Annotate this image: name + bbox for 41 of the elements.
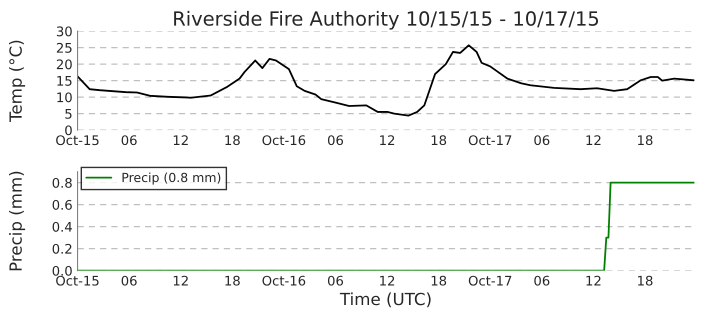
chart-title: Riverside Fire Authority 10/15/15 - 10/17/15 <box>174 10 598 30</box>
x-tick-label: 12 <box>586 276 600 286</box>
x-tick-label: Oct-17 <box>468 276 512 286</box>
x-tick-label: Oct-16 <box>262 276 306 286</box>
y-tick-label: 0.0 <box>52 266 72 276</box>
y-tick-label: 30 <box>56 26 72 36</box>
y-tick-label: 15 <box>57 76 72 86</box>
x-tick-label: 18 <box>638 276 652 286</box>
x-tick-label: 06 <box>122 276 137 286</box>
x-tick-label: 12 <box>380 276 394 286</box>
x-tick-label: 06 <box>534 135 550 146</box>
y-tick-label: 0 <box>65 125 72 136</box>
x-tick-label: Oct-15 <box>56 276 99 286</box>
y-tick-label: 0.4 <box>52 222 72 232</box>
x-tick-label: 12 <box>586 135 600 145</box>
legend-label: Precip (0.8 mm) <box>122 172 220 185</box>
x-tick-label: 12 <box>174 135 188 145</box>
y-axis-title: Temp (°C) <box>9 40 26 122</box>
x-tick-label: Oct-17 <box>468 135 512 146</box>
x-tick-label: Oct-16 <box>262 135 306 146</box>
x-tick-label: 18 <box>225 135 240 146</box>
y-tick-label: 0.6 <box>52 200 72 210</box>
y-tick-label: 20 <box>56 59 72 70</box>
x-tick-label: 12 <box>174 276 188 286</box>
y-tick-label: 5 <box>65 109 72 119</box>
x-axis-title: Time (UTC) <box>340 292 431 308</box>
y-tick-label: 0.8 <box>52 178 72 188</box>
y-axis-title: Precip (mm) <box>8 172 26 270</box>
x-tick-label: 06 <box>534 276 550 286</box>
x-tick-label: 06 <box>122 135 137 146</box>
y-tick-label: 25 <box>56 42 72 53</box>
x-tick-label: 18 <box>225 276 240 286</box>
y-tick-label: 10 <box>57 92 72 102</box>
y-tick-label: 0.2 <box>52 244 72 254</box>
x-tick-label: 18 <box>432 276 446 286</box>
x-tick-label: 06 <box>328 135 344 146</box>
x-tick-label: 18 <box>432 135 446 146</box>
x-tick-label: 06 <box>328 276 344 286</box>
x-tick-label: 18 <box>638 135 652 146</box>
x-tick-label: 12 <box>380 135 394 145</box>
x-tick-label: Oct-15 <box>56 135 99 146</box>
